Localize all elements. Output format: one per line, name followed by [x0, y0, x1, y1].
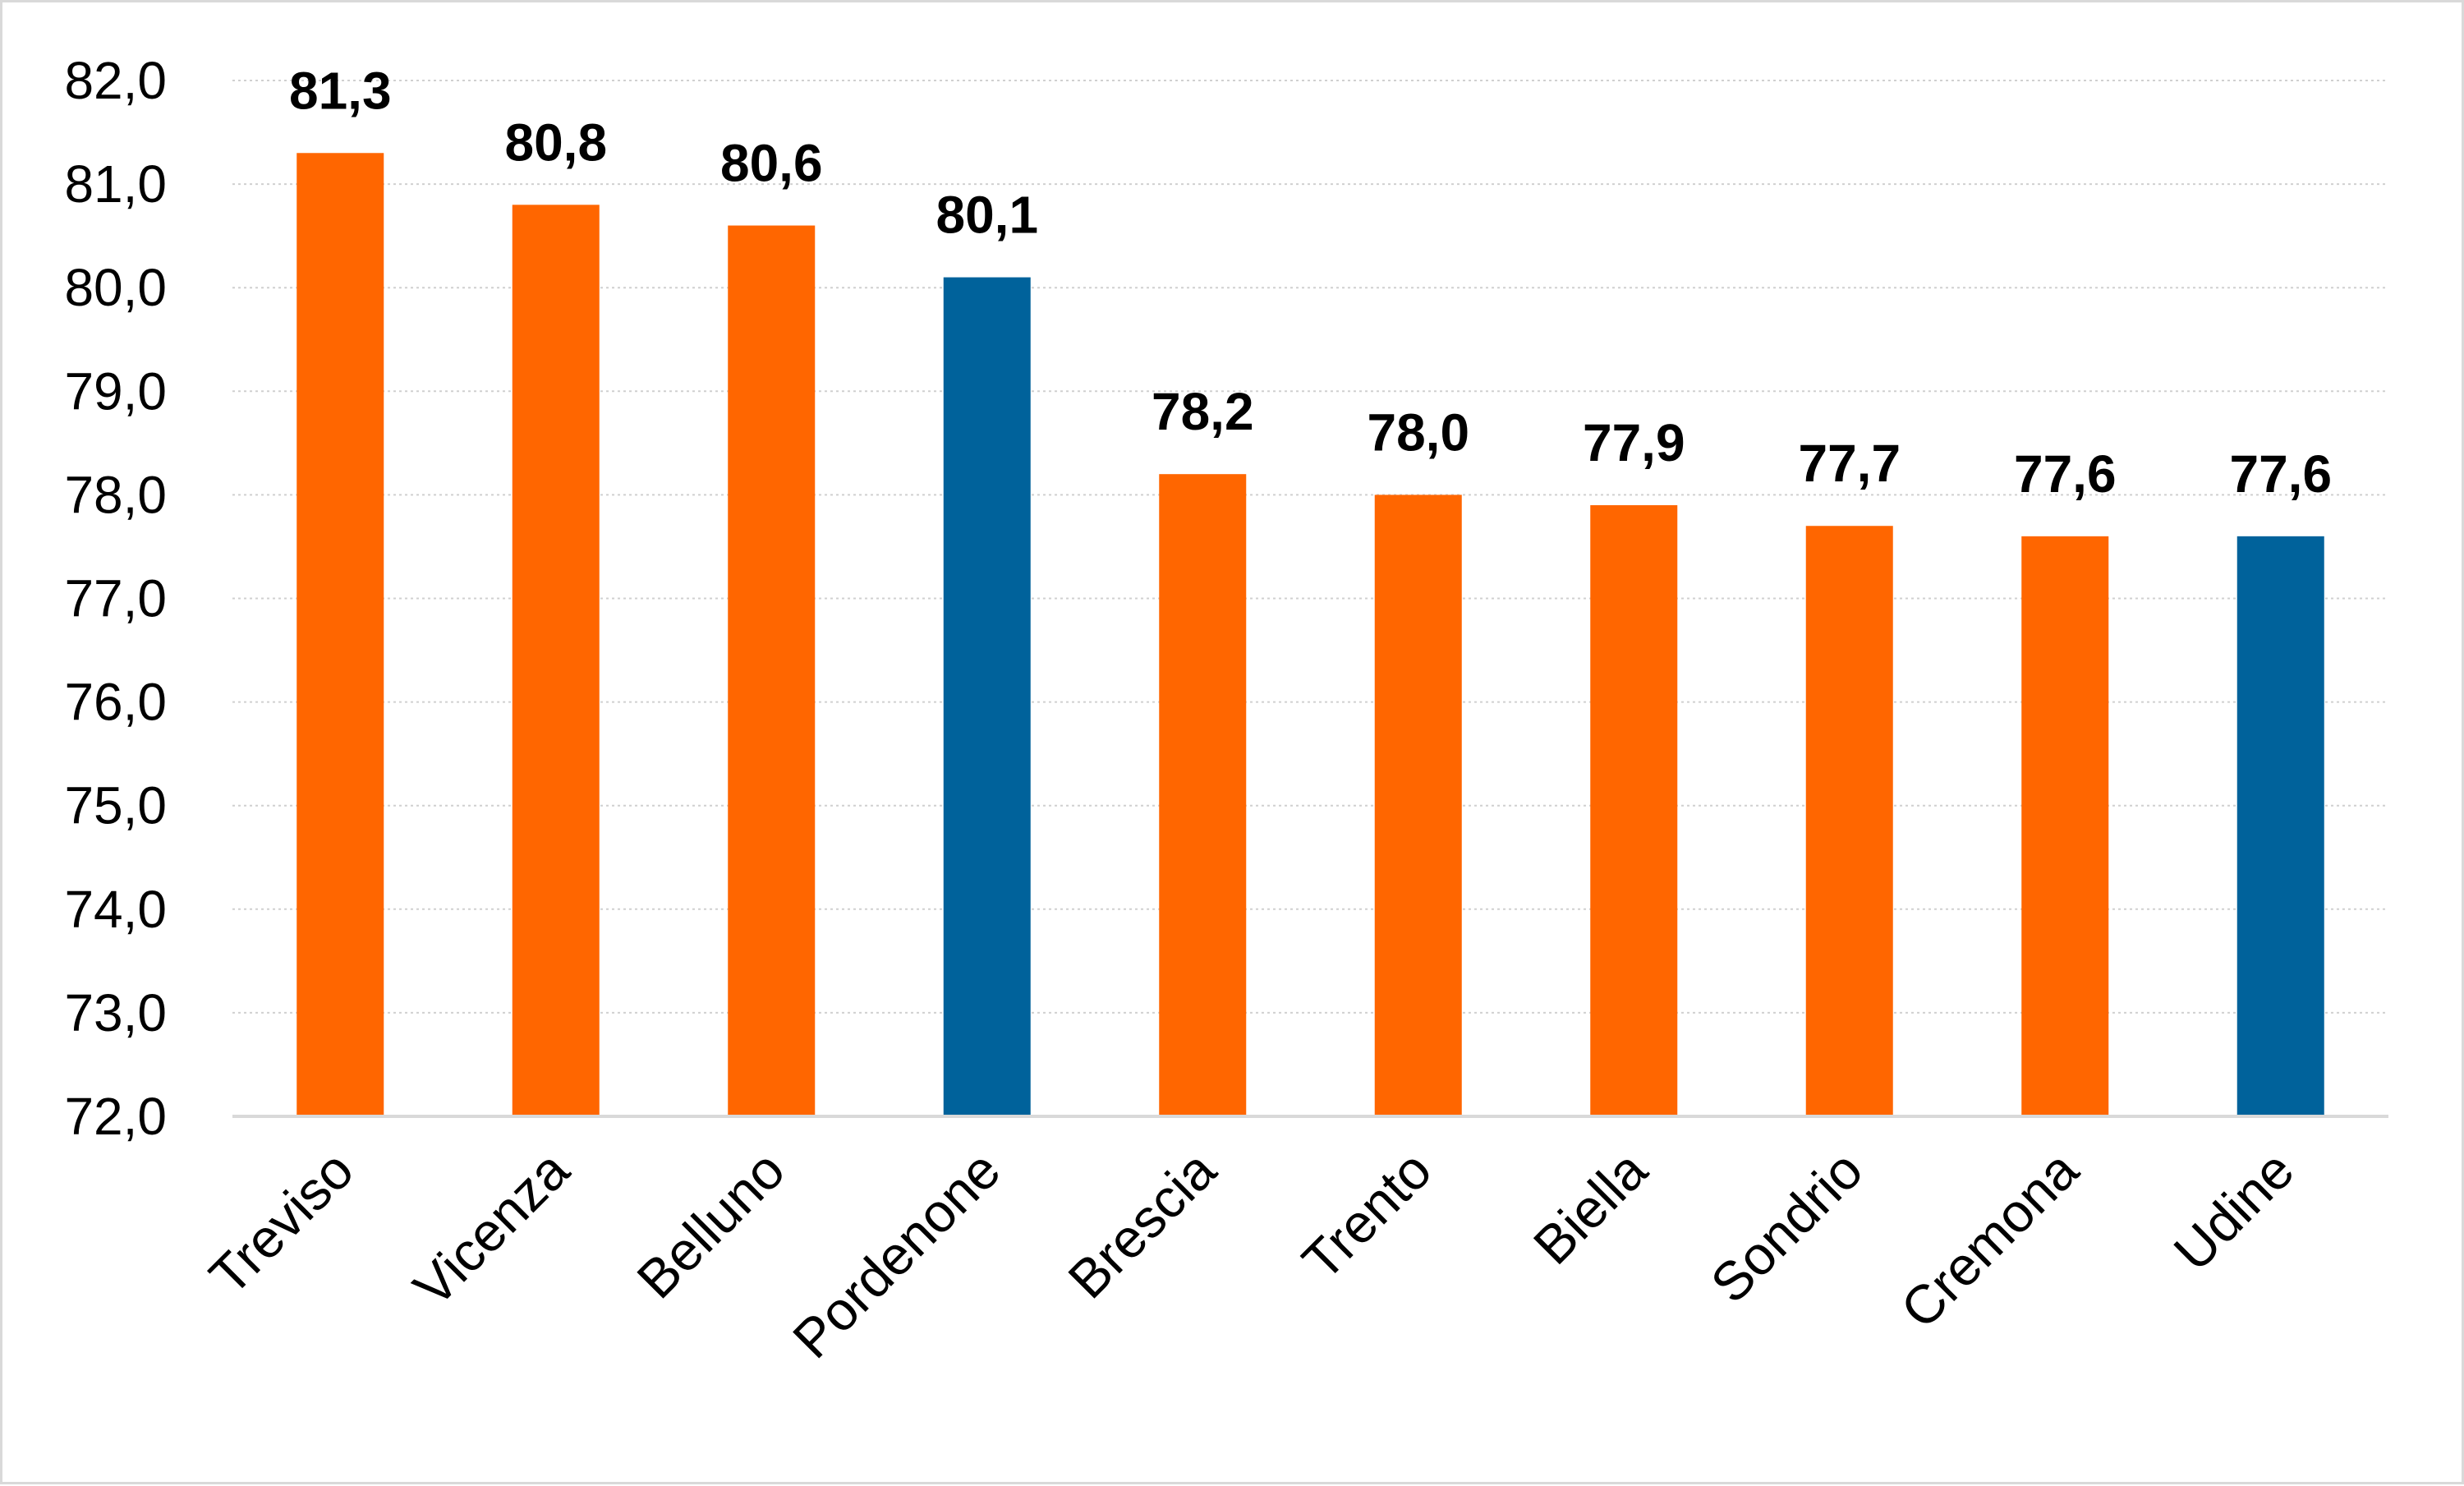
data-labels: 81,3 80,8 80,6 80,1 78,2 78,0 77,9 77,7 77,6 77,6 [289, 61, 2332, 504]
y-tick-label: 73,0 [64, 983, 167, 1042]
y-tick-label: 82,0 [64, 51, 167, 110]
category-label: Pordenone [781, 1139, 1012, 1370]
bar-cremona [2021, 536, 2109, 1116]
y-tick-label: 72,0 [64, 1087, 167, 1146]
bar-brescia [1159, 474, 1247, 1116]
category-label: Biella [1522, 1139, 1659, 1276]
data-label: 78,2 [1152, 382, 1254, 441]
bars [297, 153, 2324, 1117]
bar-vicenza [512, 205, 600, 1116]
data-label: 81,3 [289, 61, 392, 120]
data-label: 77,6 [2014, 444, 2117, 504]
category-label: Trento [1290, 1139, 1442, 1291]
y-tick-label: 74,0 [64, 880, 167, 939]
bar-belluno [728, 225, 816, 1116]
y-tick-label: 81,0 [64, 154, 167, 214]
bar-udine [2236, 536, 2324, 1116]
bar-treviso [297, 153, 384, 1116]
category-label: Treviso [198, 1139, 365, 1307]
category-label: Belluno [625, 1139, 796, 1310]
y-tick-label: 75,0 [64, 776, 167, 835]
data-label: 77,6 [2229, 444, 2332, 504]
data-label: 80,6 [720, 134, 823, 193]
data-label: 78,0 [1367, 403, 1469, 462]
bar-trento [1374, 495, 1462, 1116]
data-label: 80,1 [935, 186, 1038, 245]
data-label: 80,8 [504, 113, 607, 172]
data-label: 77,7 [1798, 434, 1901, 493]
y-tick-label: 76,0 [64, 673, 167, 732]
category-label: Sondrio [1699, 1139, 1873, 1314]
y-tick-label: 79,0 [64, 361, 167, 421]
data-label: 77,9 [1583, 413, 1685, 472]
category-label: Brescia [1056, 1139, 1227, 1309]
y-axis-tick-labels: 72,0 73,0 74,0 75,0 76,0 77,0 78,0 79,0 80,0 81,0… [64, 51, 167, 1146]
category-label: Udine [2162, 1139, 2305, 1282]
y-tick-label: 80,0 [64, 258, 167, 317]
bar-pordenone [943, 277, 1031, 1117]
y-tick-label: 77,0 [64, 569, 167, 628]
category-label: Cremona [1889, 1139, 2089, 1339]
y-tick-label: 78,0 [64, 465, 167, 524]
bar-biella [1590, 505, 1678, 1116]
bar-sondrio [1805, 526, 1893, 1116]
category-label: Vicenza [402, 1139, 581, 1318]
